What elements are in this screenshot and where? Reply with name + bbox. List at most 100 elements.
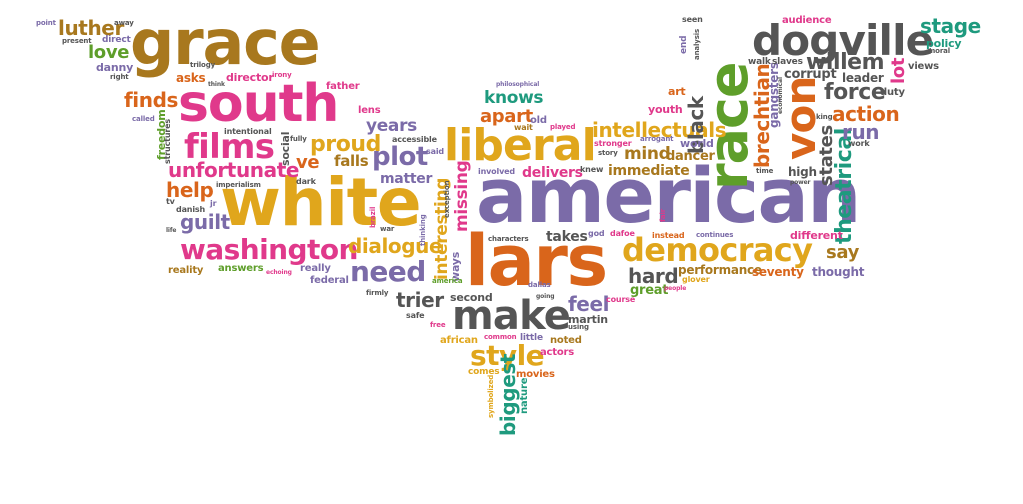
word-years: years [366,116,417,136]
word-dark: dark [296,177,316,186]
word-symbolized: symbolized [487,374,495,418]
word-views: views [908,61,939,72]
word-films: films [184,127,275,167]
word-south: south [178,74,339,134]
word-movies: movies [516,369,555,380]
word-comes: comes [468,367,500,377]
word-performance: performance [678,263,762,277]
word-delivers: delivers [522,165,583,181]
word-common: common [484,333,517,341]
word-instead: instead [652,231,685,240]
word-seen: seen [682,15,703,24]
word-said: said [426,147,444,156]
word-father: father [326,81,360,92]
word-corrupt: corrupt [784,67,837,82]
word-america: america [432,277,463,285]
word-characters: characters [488,235,529,243]
word-stage: stage [920,14,981,38]
word-noted: noted [550,335,582,346]
word-unfortunate: unfortunate [168,158,300,182]
word-make: make [452,293,571,339]
word-immediate: immediate [608,163,690,179]
word-thought: thought [812,265,865,279]
word-plot: plot [372,142,428,172]
word-intentional: intentional [224,127,272,136]
word-irony: irony [272,71,292,79]
word-dialogue: dialogue [348,234,443,258]
word-seventy: seventy [752,265,804,279]
word-director: director [226,71,274,84]
word-biggest: biggest [496,353,520,436]
word-love: love [88,42,130,63]
word-wait: wait [514,123,533,132]
word-need: need [350,255,426,288]
word-trilogy: trilogy [190,61,215,69]
word-free: free [430,321,446,329]
word-trier: trier [396,288,444,312]
word-direct: direct [102,35,131,45]
word-walk: walk [748,57,771,67]
word-fully: fully [290,135,307,143]
word-thinking: thinking [419,214,427,246]
word-time: time [756,167,774,175]
word-democracy: democracy [622,231,813,269]
word-analysis: analysis [693,28,701,60]
word-takes: takes [546,229,588,245]
word-king: king [816,113,833,121]
word-martin: martin [568,313,608,326]
word-action: action [832,102,900,126]
word-finds: finds [124,88,179,112]
word-white: white [220,164,422,241]
word-second: second [450,291,493,304]
word-feel: feel [568,292,610,316]
word-reality: reality [168,265,204,276]
word-moral: moral [928,47,950,55]
word-policy: policy [926,37,962,50]
word-force: force [824,80,886,105]
word-run: run [842,120,880,144]
word-answers: answers [218,263,264,274]
word-tv: tv [166,197,175,206]
word-willem: willem [806,50,885,75]
word-asks: asks [176,71,206,85]
word-proud: proud [310,132,381,157]
word-style: style [470,339,545,372]
word-nature: nature [519,377,530,414]
word-states: states [816,125,837,186]
word-ve: ve [296,152,320,173]
word-little: little [520,333,543,343]
word-hard: hard [628,264,679,288]
word-federal: federal [310,275,349,286]
word-stronger: stronger [594,139,632,148]
word-power: power [790,179,811,186]
word-liberal: liberal [444,120,597,171]
word-brazil: brazil [369,206,377,228]
word-present: present [62,37,92,45]
word-dallas: dallas [528,281,551,289]
word-washington: washington [180,233,358,266]
word-fair: fair [659,208,667,222]
word-apart: apart [480,106,533,127]
word-economical: economical [777,77,784,114]
word-dancer: dancer [666,149,715,164]
word-duty: duty [880,87,905,98]
word-glover: glover [682,275,710,284]
word-actors: actors [540,347,575,358]
word-help: help [166,178,214,202]
word-end: end [679,35,689,54]
word-old: old [530,115,547,126]
word-leader: leader [842,71,884,85]
word-matter: matter [380,171,433,187]
word-people: people [664,285,687,292]
word-knew: knew [580,165,604,174]
word-different: different [790,229,843,242]
word-safe: safe [406,311,425,320]
word-war: war [380,225,395,233]
word-danish: danish [176,205,206,214]
word-say: say [826,242,859,263]
word-great: great [630,283,669,298]
word-african: african [440,335,478,346]
word-dafoe: dafoe [610,229,635,238]
word-lens: lens [358,105,381,116]
word-high: high [788,165,817,179]
